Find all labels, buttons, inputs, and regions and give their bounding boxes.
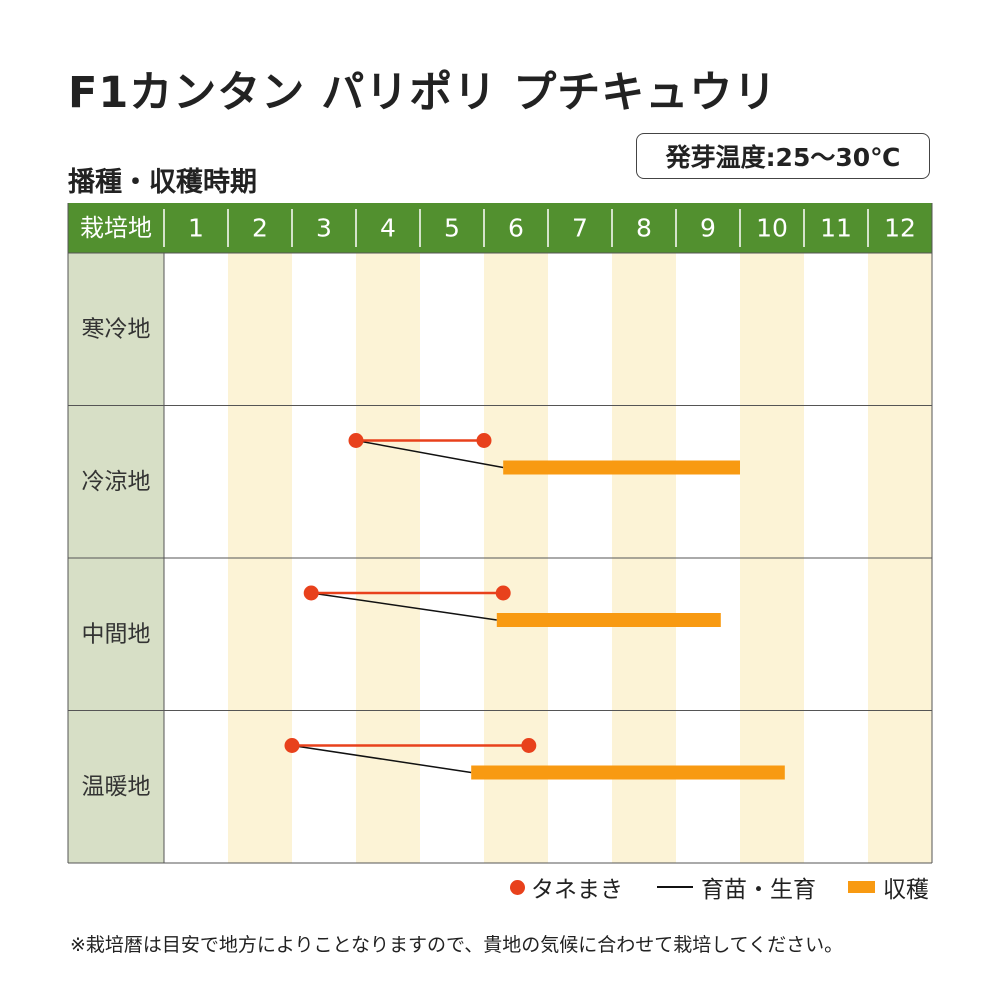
page-title: F1カンタン パリポリ プチキュウリ [68,68,778,118]
region-label: 冷涼地 [82,469,151,495]
sowing-start-dot [284,738,300,753]
month-label-9: 9 [700,214,716,243]
sowing-end-dot [495,585,511,601]
legend-harvest: 収穫 [848,872,929,903]
region-label: 温暖地 [82,774,151,800]
growing-line [311,592,497,621]
harvest-bar-icon [848,881,875,893]
sowing-end-dot [476,433,492,448]
month-label-4: 4 [380,214,396,243]
section-subtitle: 播種・収穫時期 [68,167,257,198]
month-label-6: 6 [508,214,524,243]
growing-line-icon [657,886,693,888]
legend-sowing: タネまき [510,872,623,903]
legend-harvest-label: 収穫 [883,877,929,903]
month-label-12: 12 [884,214,916,243]
sowing-end-dot [521,738,537,753]
legend-growing: 育苗・生育 [657,872,816,903]
month-label-8: 8 [636,214,652,243]
harvest-bar [496,613,721,627]
harvest-bar [471,765,785,780]
month-label-2: 2 [252,214,268,243]
month-label-1: 1 [188,214,204,243]
growing-line [291,744,472,774]
legend-growing-label: 育苗・生育 [701,877,816,903]
header-label: 栽培地 [80,214,152,242]
growing-line [355,439,504,469]
month-label-5: 5 [444,214,460,243]
month-header-bar [68,203,932,253]
germination-temperature-badge: 発芽温度:25〜30℃ [636,133,930,179]
sowing-start-dot [303,585,319,601]
region-label: 中間地 [82,621,151,647]
month-label-7: 7 [572,214,588,243]
sowing-start-dot [348,433,364,448]
month-label-10: 10 [756,214,788,243]
footnote: ※栽培暦は目安で地方によりことなりますので、貴地の気候に合わせて栽培してください… [70,934,844,956]
region-label: 寒冷地 [82,316,151,342]
month-label-3: 3 [316,214,332,243]
month-label-11: 11 [820,214,852,243]
harvest-bar [503,460,740,475]
sowing-marker-icon [510,879,525,895]
legend-sowing-label: タネまき [531,877,623,903]
